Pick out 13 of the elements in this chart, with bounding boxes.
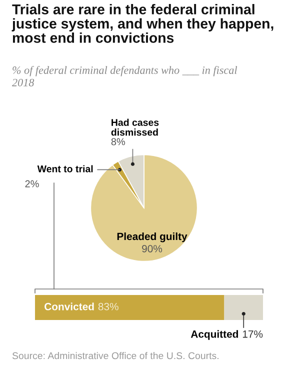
series-label: Convicted xyxy=(44,302,94,310)
source-note: Source: Administrative Office of the U.S. Courts. xyxy=(12,352,218,360)
data-label: 8% xyxy=(111,138,126,146)
chart-title: Trials are rare in the federal criminal justice system, and when they happen, most end in convictions xyxy=(12,4,274,43)
slice-label: Pleaded guilty xyxy=(117,232,188,242)
data-label: 90% xyxy=(142,245,162,252)
data-label: 17% xyxy=(242,330,263,338)
series-label: Acquitted xyxy=(190,330,238,340)
slice-label: Had cases dismissed xyxy=(111,118,159,136)
data-label: 83% xyxy=(98,302,118,310)
chart-subtitle: % of federal criminal defendants who ___ in fiscal 2018 xyxy=(12,66,238,86)
data-label: 2% xyxy=(25,180,39,188)
slice-label: Went to trial xyxy=(37,165,93,172)
